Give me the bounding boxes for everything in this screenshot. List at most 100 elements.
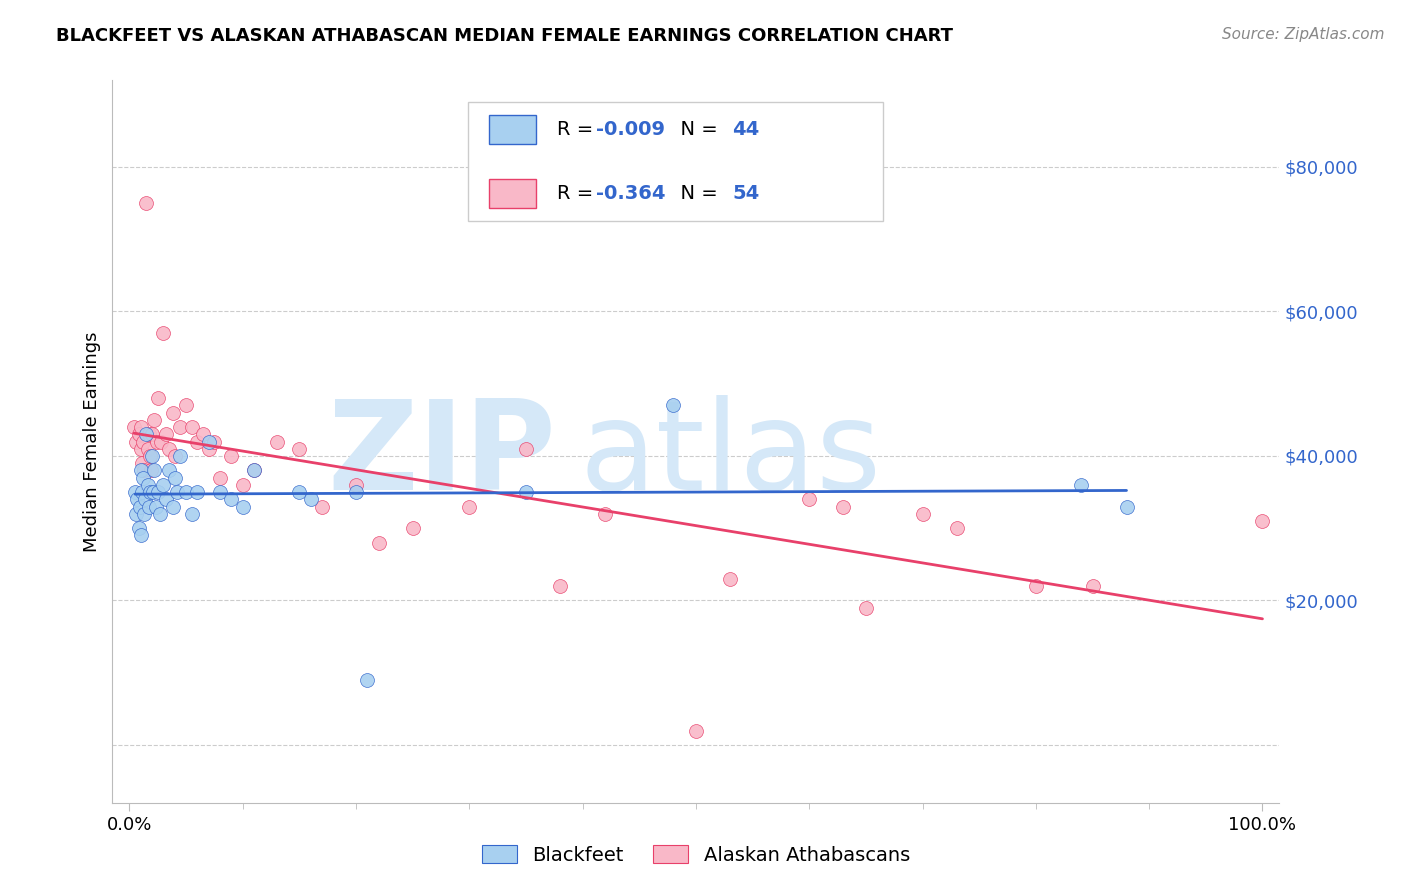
Point [1115, 500, 1137, 514]
Point [136, 478, 159, 492]
Point [128, 427, 150, 442]
Point [150, 434, 173, 449]
Point [131, 456, 153, 470]
Point [141, 449, 163, 463]
Point [197, 434, 219, 449]
Y-axis label: Median Female Earnings: Median Female Earnings [83, 331, 101, 552]
Point [162, 406, 184, 420]
Point [152, 478, 174, 492]
Point [139, 449, 162, 463]
Point [146, 485, 169, 500]
Point [134, 492, 156, 507]
Text: 44: 44 [733, 120, 759, 139]
Point [548, 579, 571, 593]
Point [122, 420, 145, 434]
FancyBboxPatch shape [489, 179, 536, 208]
Text: N =: N = [668, 120, 724, 139]
Legend: Blackfeet, Alaskan Athabascans: Blackfeet, Alaskan Athabascans [474, 838, 918, 872]
Point [174, 398, 197, 412]
Text: N =: N = [668, 185, 724, 203]
Point [125, 434, 148, 449]
Point [135, 427, 157, 442]
Text: -0.364: -0.364 [596, 185, 665, 203]
Point [232, 478, 254, 492]
Point [515, 442, 537, 456]
Point [149, 507, 172, 521]
Point [132, 434, 155, 449]
Point [166, 485, 188, 500]
Point [191, 427, 214, 442]
Point [221, 449, 243, 463]
Point [138, 500, 160, 514]
Point [662, 398, 685, 412]
Point [1025, 579, 1047, 593]
Point [209, 470, 232, 484]
Text: Source: ZipAtlas.com: Source: ZipAtlas.com [1222, 27, 1385, 42]
Point [718, 572, 741, 586]
Text: ZIP: ZIP [328, 395, 555, 516]
Point [132, 470, 155, 484]
Point [138, 427, 160, 442]
Text: R =: R = [557, 120, 599, 139]
Point [143, 413, 166, 427]
Point [945, 521, 967, 535]
Point [197, 442, 219, 456]
Point [1251, 514, 1274, 528]
Point [129, 528, 152, 542]
Point [124, 485, 146, 500]
Point [129, 420, 152, 434]
Point [131, 485, 153, 500]
Point [155, 427, 177, 442]
Point [685, 723, 707, 738]
Point [139, 463, 162, 477]
Point [136, 442, 159, 456]
Point [299, 492, 322, 507]
Point [186, 485, 208, 500]
Point [134, 463, 156, 477]
Point [180, 507, 202, 521]
Point [157, 442, 180, 456]
Point [344, 478, 367, 492]
Text: BLACKFEET VS ALASKAN ATHABASCAN MEDIAN FEMALE EARNINGS CORRELATION CHART: BLACKFEET VS ALASKAN ATHABASCAN MEDIAN F… [56, 27, 953, 45]
Point [162, 500, 184, 514]
Point [288, 485, 311, 500]
Point [266, 434, 288, 449]
Point [515, 485, 537, 500]
Point [209, 485, 232, 500]
Point [146, 391, 169, 405]
Point [367, 535, 389, 549]
Point [243, 463, 266, 477]
Point [832, 500, 855, 514]
Point [139, 485, 162, 500]
FancyBboxPatch shape [468, 102, 883, 221]
Point [311, 500, 333, 514]
Point [799, 492, 821, 507]
Point [134, 507, 156, 521]
Point [288, 442, 311, 456]
Point [186, 434, 208, 449]
Point [911, 507, 934, 521]
Point [402, 521, 425, 535]
Point [595, 507, 617, 521]
Point [127, 492, 149, 507]
Point [344, 485, 367, 500]
Point [458, 500, 481, 514]
Point [152, 326, 174, 340]
Point [169, 420, 191, 434]
Point [135, 196, 157, 211]
Point [129, 463, 152, 477]
Point [163, 470, 186, 484]
Text: R =: R = [557, 185, 599, 203]
Point [157, 463, 180, 477]
Point [1081, 579, 1104, 593]
Text: -0.009: -0.009 [596, 120, 665, 139]
Point [141, 427, 163, 442]
Point [129, 442, 152, 456]
Point [163, 449, 186, 463]
Point [128, 521, 150, 535]
Point [174, 485, 197, 500]
Point [204, 434, 226, 449]
Point [143, 463, 166, 477]
Point [855, 600, 877, 615]
Text: atlas: atlas [579, 395, 882, 516]
